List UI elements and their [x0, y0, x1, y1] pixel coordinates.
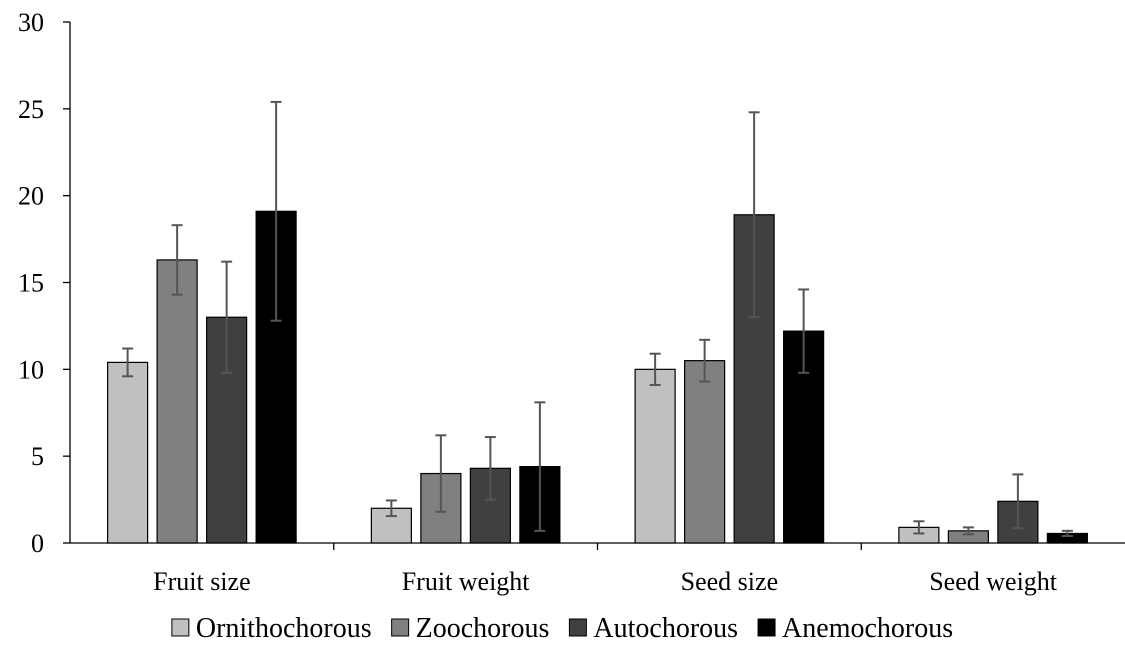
bar[interactable]: [156, 259, 198, 544]
legend-label: Zoochorous: [416, 613, 550, 644]
x-category-label: Fruit weight: [402, 567, 531, 596]
legend-item: Zoochorous: [391, 613, 550, 644]
y-tick-label: 0: [31, 529, 44, 558]
legend-swatch: [391, 618, 410, 637]
legend-swatch: [568, 618, 587, 637]
legend-item: Ornithochorous: [171, 613, 372, 644]
legend-item: Autochorous: [568, 613, 738, 644]
legend: Ornithochorous Zoochorous Autochorous Anemo…: [171, 613, 953, 644]
legend-label: Anemochorous: [782, 613, 953, 644]
y-tick-label: 15: [18, 269, 44, 298]
legend-swatch: [757, 618, 776, 637]
y-tick-label: 25: [18, 95, 44, 124]
y-tick-label: 5: [31, 442, 44, 471]
bar[interactable]: [634, 368, 676, 544]
x-category-label: Seed weight: [929, 567, 1058, 596]
y-tick-label: 20: [18, 182, 44, 211]
legend-label: Autochorous: [593, 613, 738, 644]
legend-item: Anemochorous: [757, 613, 953, 644]
x-category-label: Fruit size: [153, 567, 251, 596]
y-tick-label: 30: [18, 8, 44, 37]
y-tick-label: 10: [18, 355, 44, 384]
legend-label: Ornithochorous: [196, 613, 372, 644]
bar[interactable]: [684, 360, 726, 544]
legend-swatch: [171, 618, 190, 637]
plot-area: 0 5 10 15 20 25 30 Fruit size Fruit weight Seed s…: [18, 8, 1125, 596]
x-category-label: Seed size: [681, 567, 778, 596]
bar[interactable]: [107, 361, 149, 544]
